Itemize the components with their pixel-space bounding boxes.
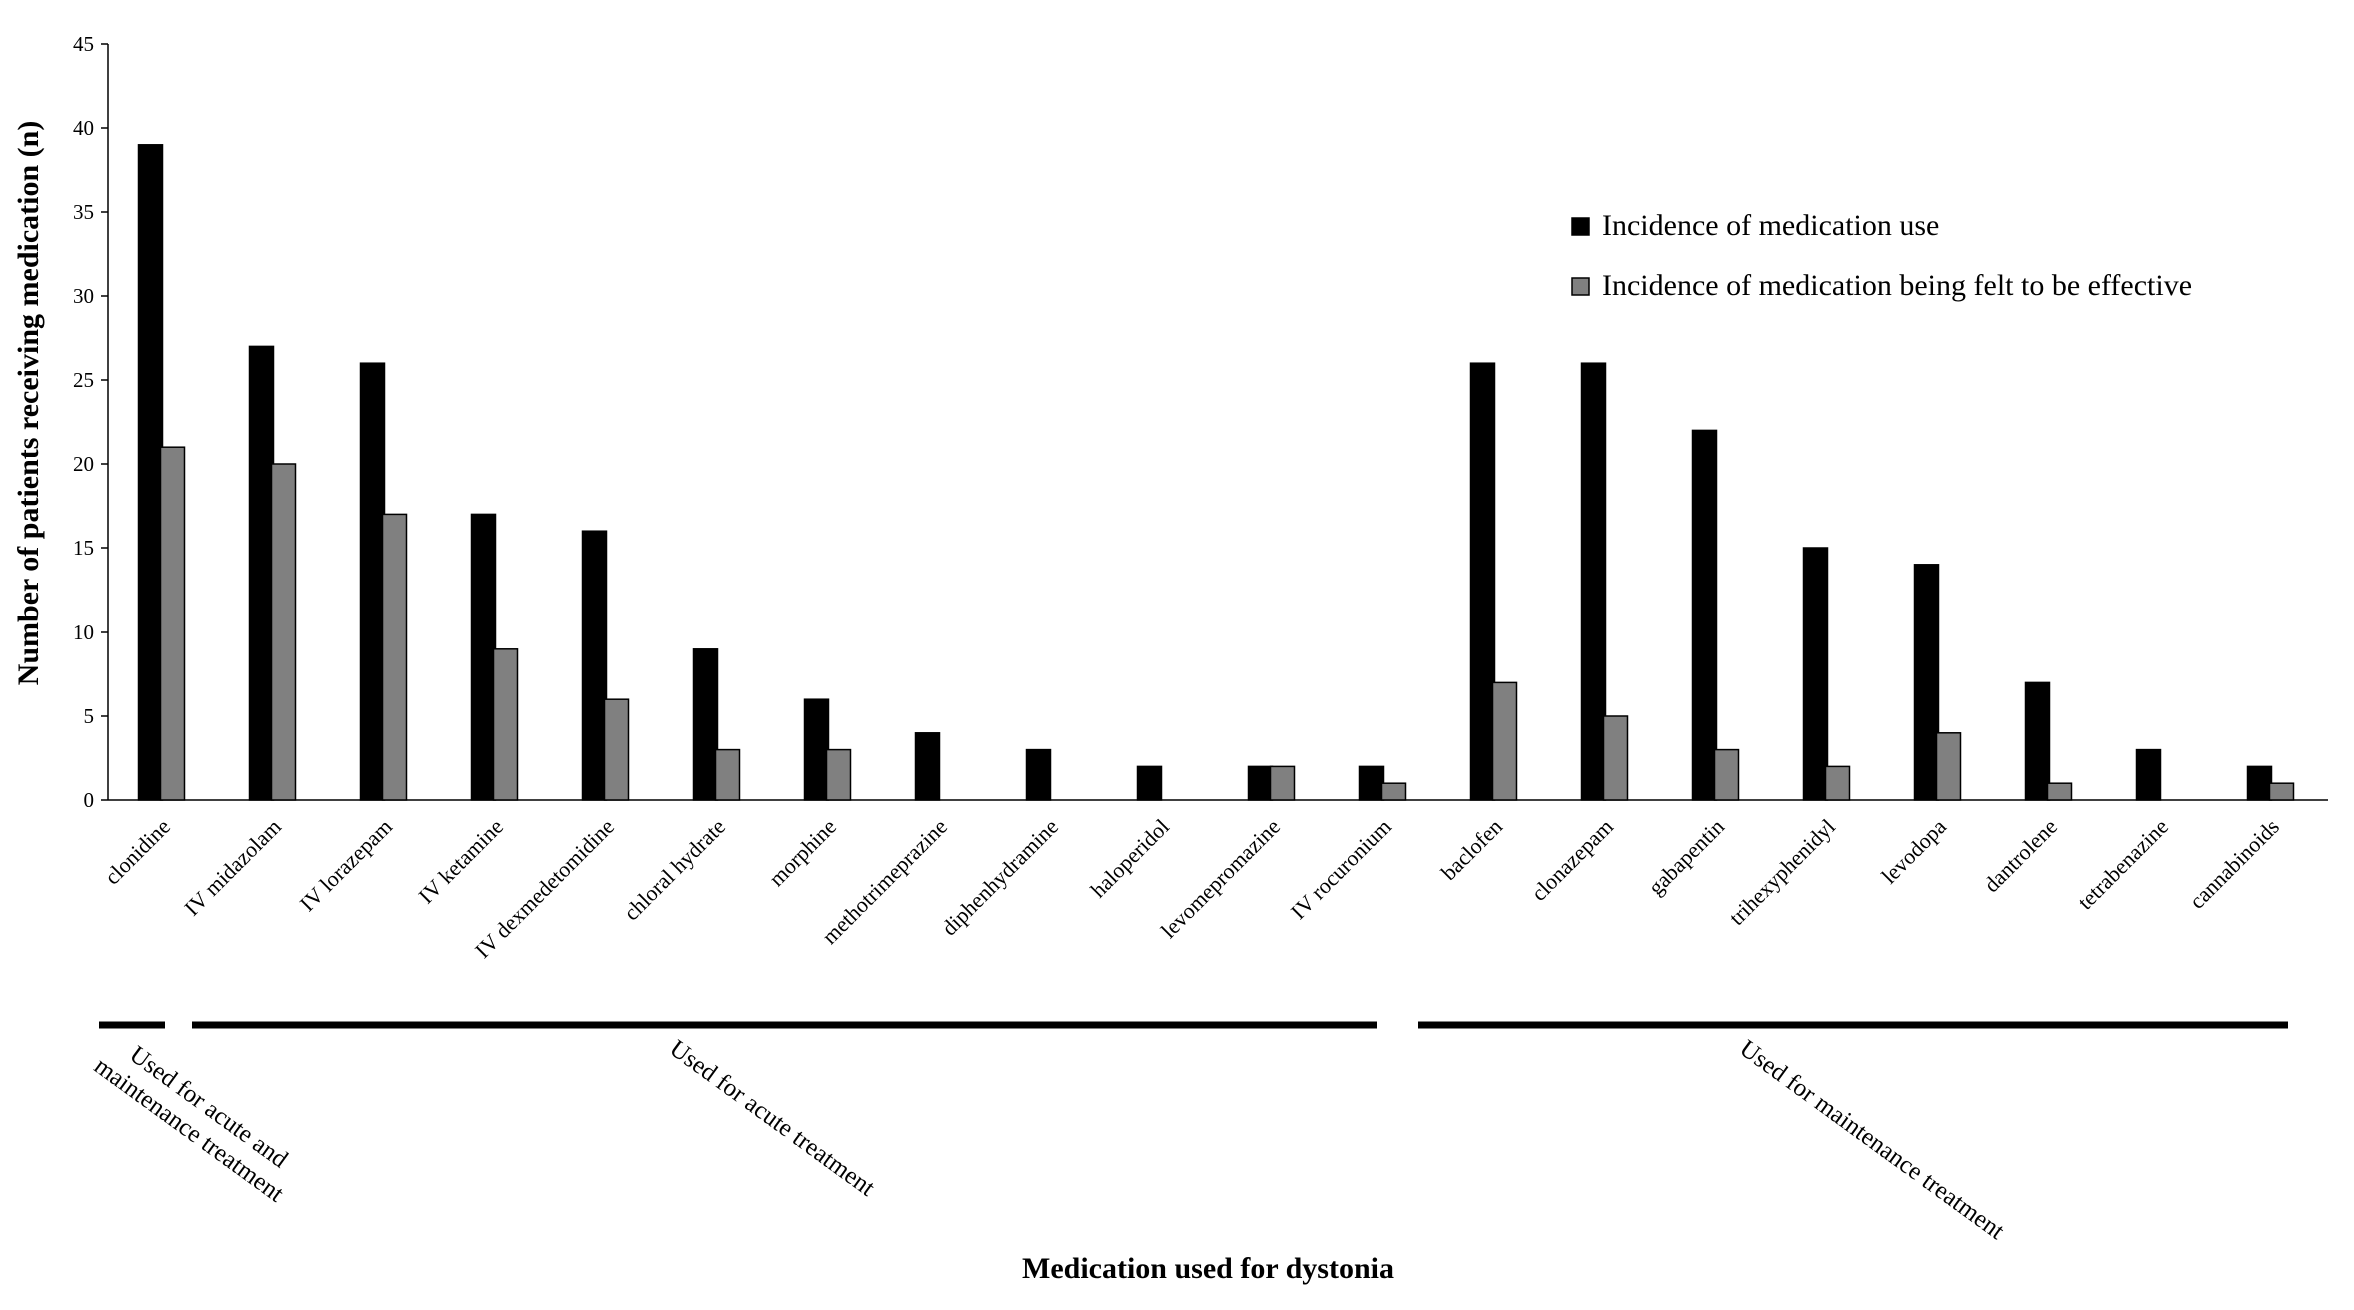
legend-swatch: [1571, 217, 1590, 236]
x-tick-label: IV lorazepam: [295, 814, 397, 916]
bar: [1602, 715, 1629, 801]
bar: [1713, 748, 1740, 801]
y-tick-label: 20: [73, 452, 94, 476]
y-tick-label: 40: [73, 116, 94, 140]
y-tick-label: 5: [84, 704, 95, 728]
x-tick-label: IV ketamine: [413, 814, 508, 909]
group-label: Used for acute andmaintenance treatment: [89, 1028, 306, 1208]
x-tick-label: chloral hydrate: [619, 814, 730, 925]
group-label-line: Used for acute treatment: [664, 1035, 879, 1202]
x-tick-label: levodopa: [1876, 814, 1951, 889]
bar: [825, 748, 852, 801]
x-tick-label: dantrolene: [1979, 814, 2062, 897]
bar: [1469, 362, 1496, 801]
y-tick-label: 15: [73, 536, 94, 560]
bar: [137, 144, 164, 801]
bar: [1269, 765, 1296, 801]
legend-label: Incidence of medication use: [1602, 209, 1939, 242]
bar: [159, 446, 186, 801]
bar: [2246, 765, 2273, 801]
x-tick-label: levomepromazine: [1156, 814, 1285, 943]
bar: [359, 362, 386, 801]
bar: [803, 698, 830, 801]
y-axis-title: Number of patients receiving medication …: [12, 121, 45, 686]
y-tick-label: 35: [73, 200, 94, 224]
x-tick-label: tetrabenazine: [2072, 814, 2173, 915]
group-label: Used for acute treatment: [664, 1035, 879, 1202]
x-tick-label: morphine: [764, 814, 841, 891]
bar: [1380, 782, 1407, 801]
x-tick-label: diphenhydramine: [936, 814, 1063, 941]
bar: [1691, 429, 1718, 801]
x-tick-label: gabapentin: [1643, 814, 1729, 900]
x-tick-label: IV rocuronium: [1286, 814, 1396, 924]
bar: [1136, 765, 1163, 801]
bar: [1802, 547, 1829, 801]
bar: [381, 513, 408, 801]
bar: [1358, 765, 1385, 801]
legend-label: Incidence of medication being felt to be…: [1602, 269, 2192, 302]
bar: [470, 513, 497, 801]
bar: [2024, 681, 2051, 801]
x-tick-label: trihexyphenidyl: [1724, 814, 1840, 930]
x-tick-label: clonidine: [99, 814, 175, 890]
bar: [914, 732, 941, 801]
bar: [1025, 748, 1052, 801]
bar: [1491, 681, 1518, 801]
y-tick-label: 25: [73, 368, 94, 392]
bar: [581, 530, 608, 801]
y-tick-label: 30: [73, 284, 94, 308]
bar: [1247, 765, 1274, 801]
x-tick-label: cannabinoids: [2184, 814, 2284, 914]
bar: [2135, 748, 2162, 801]
bar: [692, 648, 719, 801]
bar: [1913, 564, 1940, 801]
bar: [1580, 362, 1607, 801]
bar: [270, 463, 297, 801]
bar: [2046, 782, 2073, 801]
bar: [603, 698, 630, 801]
bar: [1824, 765, 1851, 801]
bar: [2268, 782, 2295, 801]
x-tick-label: IV midazolam: [179, 814, 286, 921]
bar: [492, 648, 519, 801]
x-tick-label: clonazepam: [1526, 814, 1618, 906]
x-tick-label: baclofen: [1436, 814, 1507, 885]
bar: [714, 748, 741, 801]
x-tick-label: haloperidol: [1086, 814, 1175, 903]
group-label: Used for maintenance treatment: [1734, 1035, 2009, 1245]
y-tick-label: 0: [84, 788, 95, 812]
group-label-line: Used for maintenance treatment: [1734, 1035, 2009, 1245]
y-tick-label: 10: [73, 620, 94, 644]
legend-swatch: [1571, 277, 1590, 296]
x-axis-title: Medication used for dystonia: [1022, 1252, 1394, 1285]
bar: [1935, 732, 1962, 801]
y-tick-label: 45: [73, 32, 94, 56]
bar: [248, 345, 275, 801]
